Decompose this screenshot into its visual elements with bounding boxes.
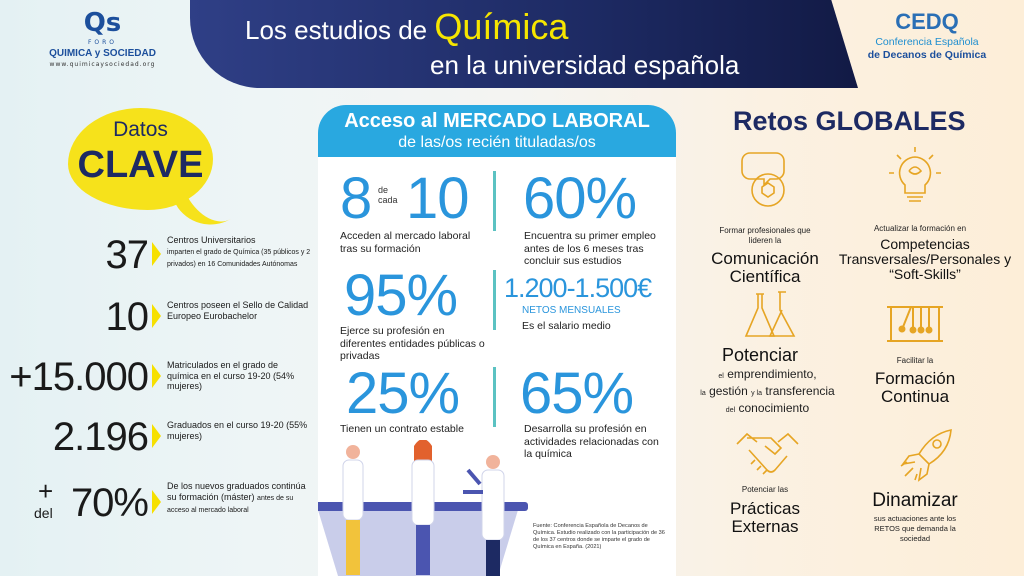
reto-small-text: Facilitar la bbox=[896, 356, 934, 365]
key-stat: 10 Centros poseen el Sello de Calidad Eu… bbox=[0, 292, 310, 342]
logo-mark: Qs bbox=[83, 8, 122, 38]
page-subtitle: en la universidad española bbox=[430, 50, 740, 80]
logo-mark: CEDQ bbox=[895, 9, 959, 34]
arrow-icon bbox=[152, 364, 161, 388]
reto-small-text: Formar profesionales que lideren la bbox=[719, 226, 811, 245]
stat-text: Acceden al mercado laboral tras su forma… bbox=[340, 230, 471, 255]
logo-quimica-y-sociedad[interactable]: Qs FORO QUIMICA y SOCIEDAD www.quimicays… bbox=[40, 8, 165, 69]
arrow-icon bbox=[152, 424, 161, 448]
stat-text: Graduados en el curso 19-20 (55% mujeres… bbox=[167, 420, 308, 441]
stat-value: 70% bbox=[70, 481, 149, 525]
stat-text: Centros Universitarios imparten el grado … bbox=[167, 235, 311, 268]
stat-text: Desarrolla su profesión en actividades r… bbox=[524, 423, 659, 460]
stat-value: 2.196 bbox=[52, 415, 149, 459]
stat-text: Centros poseen el Sello de Calidad Europ… bbox=[167, 300, 309, 321]
stat-value: 10 bbox=[406, 166, 470, 231]
key-stat: +15.000 Matriculados en el grado de quím… bbox=[0, 352, 310, 402]
page-title: Los estudios de Química bbox=[245, 6, 569, 47]
stat-label: NETOS MENSUALES bbox=[522, 305, 621, 316]
datos-clave-bubble bbox=[68, 108, 213, 210]
key-stat: 2.196 Graduados en el curso 19-20 (55% m… bbox=[0, 412, 310, 462]
stat-value: 10 bbox=[105, 295, 149, 339]
stat-connector: de cada bbox=[378, 185, 398, 205]
divider bbox=[493, 367, 496, 427]
stat-text: Matriculados en el grado de química en e… bbox=[167, 360, 295, 391]
scientists-illustration bbox=[318, 440, 528, 576]
flasks-icon bbox=[744, 291, 796, 337]
key-stat: 37 Centros Universitarios imparten el gra… bbox=[0, 230, 311, 280]
logo-conferencia-decanos[interactable]: CEDQ Conferencia Española de Decanos de … bbox=[862, 8, 992, 62]
stat-prefix: + bbox=[38, 476, 54, 506]
stat-value: 8 bbox=[340, 166, 372, 231]
logo-line1: Conferencia Española bbox=[875, 36, 979, 48]
rocket-icon bbox=[900, 429, 952, 482]
arrow-icon bbox=[152, 490, 161, 514]
reto-large-text: Formación Continua bbox=[874, 369, 956, 406]
key-stat: + del 70% De los nuevos graduados contin… bbox=[0, 478, 310, 528]
stat-text: Ejerce su profesión en diferentes entida… bbox=[340, 325, 485, 362]
reto-rich-text: el emprendimiento, la gestión y la trans… bbox=[700, 367, 835, 415]
card-title: Acceso al MERCADO LABORAL bbox=[344, 110, 650, 132]
stat-text: Tienen un contrato estable bbox=[340, 423, 464, 435]
stat-value: 95% bbox=[344, 263, 458, 328]
datos-heading: Datos bbox=[113, 118, 168, 141]
stat-value: 25% bbox=[346, 361, 460, 426]
stat-value: 1.200-1.500€ bbox=[504, 273, 652, 303]
logo-url: www.quimicaysociedad.org bbox=[49, 61, 156, 68]
source-note: Fuente: Conferencia Española de Decanos … bbox=[533, 523, 665, 550]
newtons-cradle-icon bbox=[887, 306, 943, 342]
divider bbox=[493, 171, 496, 231]
logo-line2: de Decanos de Química bbox=[867, 49, 987, 61]
stat-prefix: del bbox=[34, 505, 53, 521]
reto-large-text: Potenciar bbox=[721, 345, 799, 365]
clave-heading: CLAVE bbox=[77, 144, 204, 186]
stat-text: Es el salario medio bbox=[522, 320, 611, 332]
stat-value: 60% bbox=[523, 166, 637, 231]
card-subtitle: de las/os recién tituladas/os bbox=[398, 134, 596, 151]
stat-text: De los nuevos graduados continúa su form… bbox=[167, 481, 306, 514]
reto-large-text: Competencias Transversales/Personales y … bbox=[838, 236, 1012, 282]
card-header: Acceso al MERCADO LABORAL de las/os reci… bbox=[318, 105, 676, 157]
logo-name: QUIMICA y SOCIEDAD bbox=[49, 48, 156, 59]
reto-large-text: Prácticas Externas bbox=[730, 499, 800, 536]
stat-value: 65% bbox=[520, 361, 634, 426]
stat-text: Encuentra su primer empleo antes de los … bbox=[524, 230, 656, 267]
divider bbox=[493, 270, 496, 330]
handshake-icon bbox=[736, 432, 799, 475]
mercado-laboral-card: Acceso al MERCADO LABORAL de las/os reci… bbox=[318, 105, 676, 576]
speech-bubble-molecule-icon bbox=[741, 152, 785, 207]
reto-small-text: Actualizar la formación en bbox=[873, 224, 967, 233]
reto-small-text: sus actuaciones ante los RETOS que deman… bbox=[873, 514, 957, 543]
arrow-icon bbox=[152, 304, 161, 328]
title-banner bbox=[190, 0, 858, 88]
reto-large-text: Comunicación Científica bbox=[711, 249, 819, 286]
stat-value: 37 bbox=[105, 233, 149, 277]
stat-value: +15.000 bbox=[9, 355, 149, 399]
arrow-icon bbox=[152, 242, 161, 266]
lightbulb-brain-icon bbox=[889, 147, 941, 202]
reto-small-text: Potenciar las bbox=[741, 485, 789, 494]
reto-large-text: Dinamizar bbox=[872, 490, 958, 511]
logo-foro: FORO bbox=[87, 39, 118, 46]
retos-heading: Retos GLOBALES bbox=[733, 106, 966, 136]
